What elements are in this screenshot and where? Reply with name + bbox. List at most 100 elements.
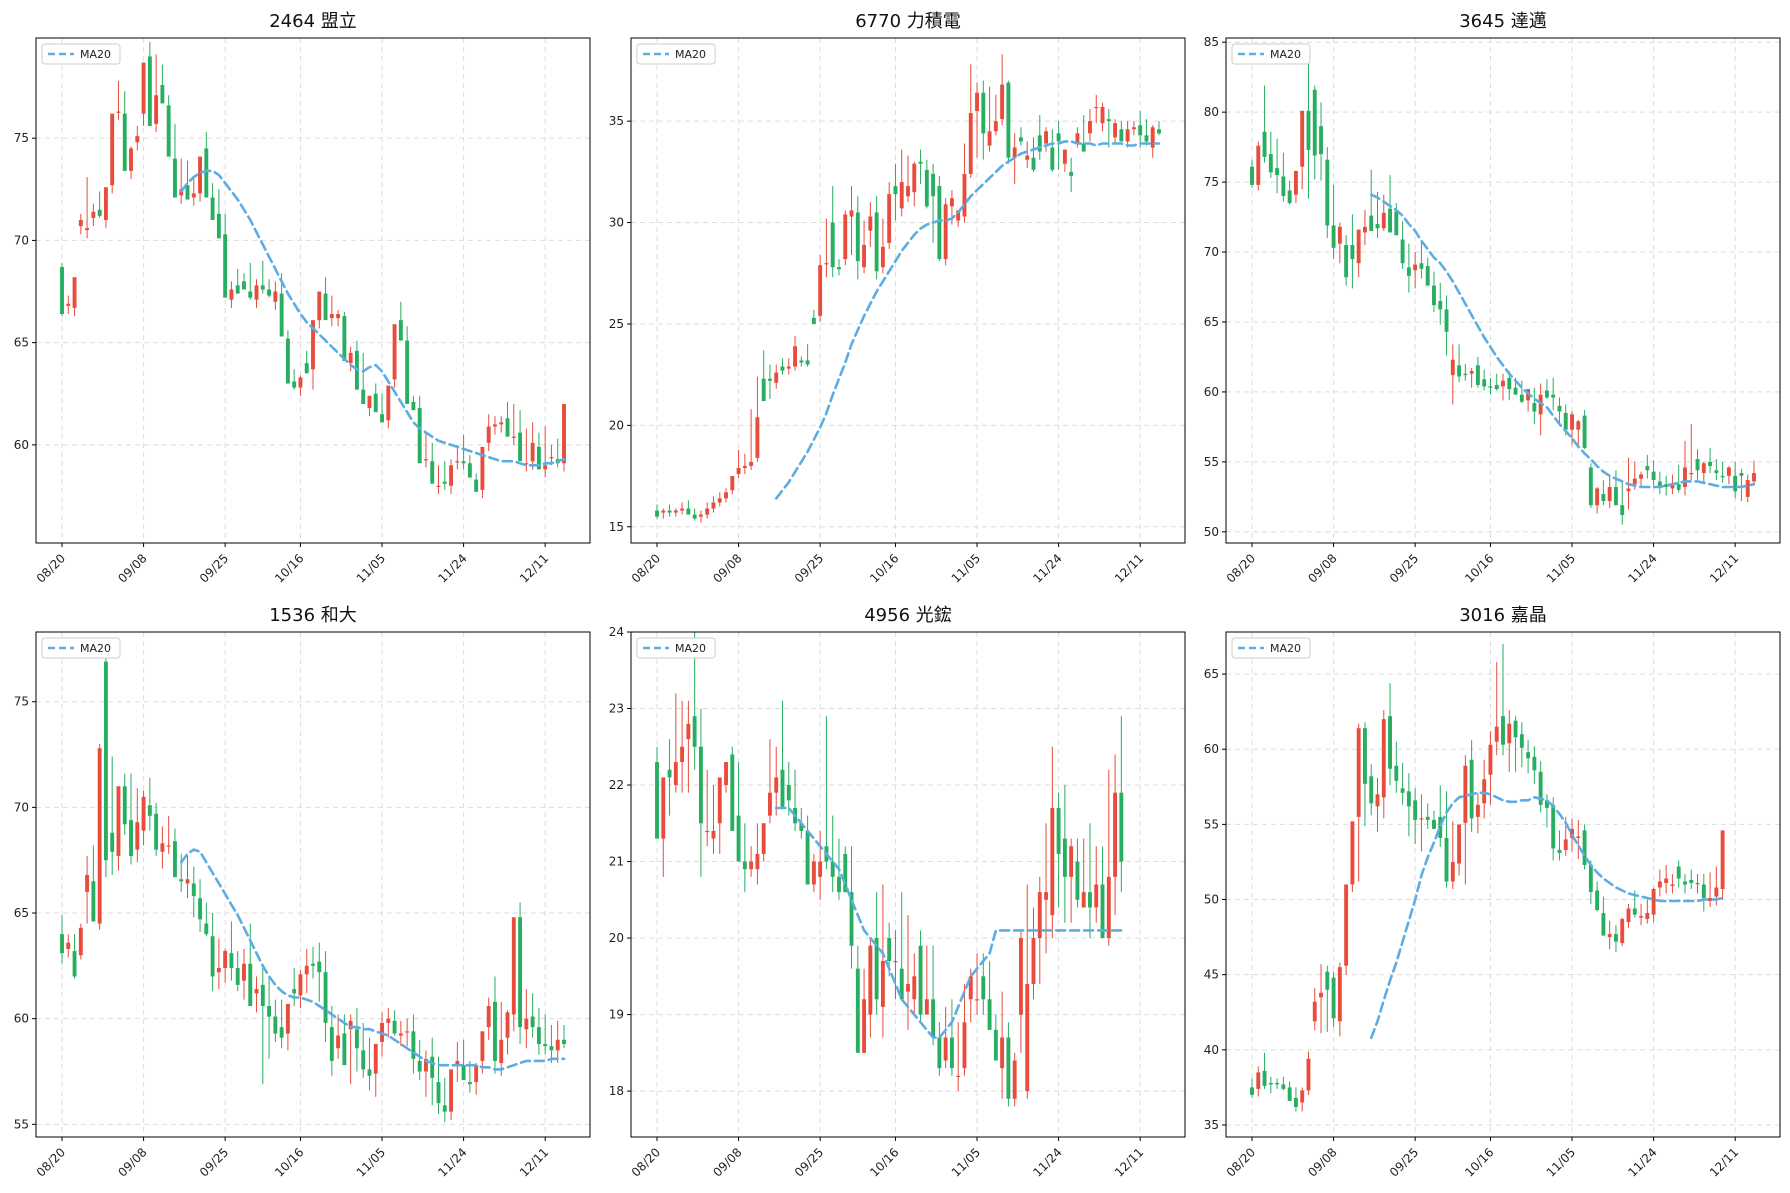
candle-body xyxy=(467,1082,472,1085)
candle-body xyxy=(311,320,315,370)
candle xyxy=(1432,271,1436,313)
candle xyxy=(786,358,791,375)
candle xyxy=(1614,925,1618,953)
y-tick-label: 80 xyxy=(1204,105,1219,119)
candle-body xyxy=(285,338,290,384)
candle xyxy=(1281,1076,1286,1091)
candle xyxy=(398,301,403,341)
candle xyxy=(248,923,253,1006)
candle xyxy=(1000,54,1005,126)
x-tick-label: 09/08 xyxy=(710,1145,744,1179)
candle xyxy=(1319,102,1323,181)
candle xyxy=(855,945,860,1053)
chart-title: 3645 達邁 xyxy=(1459,11,1547,32)
candle xyxy=(518,410,523,462)
candle xyxy=(135,788,140,863)
candle xyxy=(1293,1087,1298,1112)
candle-body xyxy=(1463,765,1468,823)
candle-body xyxy=(1344,884,1349,966)
y-tick-label: 65 xyxy=(14,336,29,350)
candle xyxy=(317,942,322,1002)
y-tick-label: 25 xyxy=(609,317,624,331)
candle-body xyxy=(730,754,735,831)
candle xyxy=(1683,873,1687,894)
candle xyxy=(405,326,410,404)
candle-body xyxy=(1639,916,1643,918)
candle-body xyxy=(505,418,510,437)
candle xyxy=(1701,873,1706,912)
candle xyxy=(1695,873,1700,894)
candle xyxy=(505,1010,510,1055)
candle-body xyxy=(72,951,77,977)
candle xyxy=(1425,257,1430,286)
candle-body xyxy=(1325,159,1330,226)
candle-body xyxy=(260,984,265,1006)
candle xyxy=(1094,94,1099,124)
candle xyxy=(430,1037,435,1106)
x-tick-label: 09/25 xyxy=(1387,1145,1421,1179)
candle-body xyxy=(906,186,910,197)
candle-body xyxy=(254,285,259,300)
candle-body xyxy=(830,861,835,877)
candle xyxy=(1570,411,1574,446)
candle-body xyxy=(1708,898,1713,902)
candle xyxy=(1250,159,1254,188)
candle-body xyxy=(780,366,785,371)
candle-body xyxy=(1344,245,1349,278)
candle xyxy=(1069,157,1074,193)
candle-body xyxy=(173,841,177,878)
candle xyxy=(329,1005,334,1076)
candle xyxy=(818,255,823,322)
candle-body xyxy=(311,963,315,966)
candle xyxy=(1626,904,1631,929)
candle xyxy=(692,508,697,521)
chart-title: 3016 嘉晶 xyxy=(1459,605,1547,626)
candle xyxy=(1745,474,1750,503)
candle-body xyxy=(1494,384,1499,390)
candle xyxy=(1106,108,1111,148)
candle-body xyxy=(329,314,334,319)
candle-body xyxy=(1062,838,1067,877)
candle-body xyxy=(1425,816,1430,820)
x-tick-label: 12/11 xyxy=(1707,551,1741,585)
x-tick-label: 11/05 xyxy=(354,1145,388,1179)
candle xyxy=(1438,282,1443,325)
candle-body xyxy=(1557,849,1562,853)
candle xyxy=(1645,454,1650,479)
y-tick-label: 20 xyxy=(609,931,624,945)
candle xyxy=(1325,147,1330,239)
candle-body xyxy=(367,395,372,409)
candle-body xyxy=(1331,977,1336,1019)
candle xyxy=(931,163,936,243)
candle-body xyxy=(436,1082,441,1104)
candle xyxy=(373,383,378,413)
candle xyxy=(254,279,259,308)
candle xyxy=(242,273,246,290)
candle-body xyxy=(1701,463,1706,474)
candle-body xyxy=(1419,263,1424,269)
candle-body xyxy=(1375,794,1380,807)
candle-body xyxy=(1388,716,1392,769)
candle xyxy=(1406,773,1411,837)
legend-box xyxy=(636,637,716,659)
candle xyxy=(705,769,710,847)
candle-body xyxy=(749,461,754,466)
candle-body xyxy=(824,263,829,265)
candle-body xyxy=(1720,830,1725,890)
candle xyxy=(424,1050,428,1097)
candle xyxy=(1062,149,1067,172)
candle xyxy=(1088,108,1092,142)
candle xyxy=(1595,881,1600,912)
candle xyxy=(874,892,879,1015)
candle-body xyxy=(242,963,246,981)
candle-body xyxy=(480,1031,485,1061)
candle-body xyxy=(248,291,253,298)
candle xyxy=(154,803,159,856)
candle-body xyxy=(1701,884,1706,899)
candle-body xyxy=(461,1065,466,1080)
candle xyxy=(1337,222,1342,264)
axes-frame xyxy=(1225,37,1781,544)
candle-body xyxy=(1733,475,1738,492)
candle xyxy=(1708,872,1713,908)
chart-panel: 35 40 45 50 55 60 65 08/20 09/08 09/25 10/16 11/05 1… xyxy=(1204,605,1781,1180)
